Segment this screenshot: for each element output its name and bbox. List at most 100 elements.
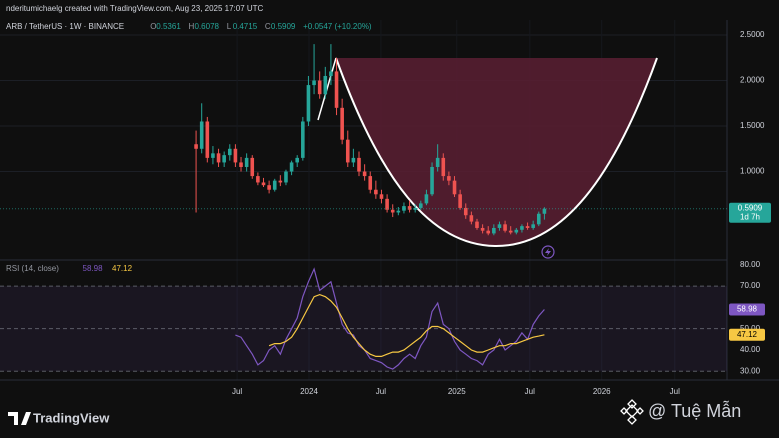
candle-body [239,162,243,167]
ohlc-label: C [265,22,271,31]
x-tick-label: 2026 [593,387,611,396]
candle-body [222,155,226,163]
candle-body [419,203,423,208]
candle-body [452,180,457,195]
ohlc-label: O [150,22,156,31]
candle-body [531,224,535,228]
candle-body [536,213,541,225]
candle-body [469,215,474,222]
last-price-tag [729,202,771,223]
candle-body [345,139,350,163]
candle-body [475,221,479,228]
y-tick-label: 40.00 [740,345,761,354]
x-tick-label: 2025 [448,387,466,396]
candle-body [250,157,255,177]
candle-body [447,176,451,181]
ohlc-value: 0.5361 [156,22,181,31]
attribution: nderitumichaelg created with TradingView… [6,4,264,13]
candle-body [525,226,530,228]
ohlc-value: 0.5909 [271,22,296,31]
candle-body [362,171,367,177]
candle-body [334,71,339,108]
candle-body [272,180,277,190]
x-tick-label: Jul [525,387,535,396]
rsi-line [235,267,545,370]
candle-body [374,189,378,195]
brand-logo [8,412,31,425]
candle-body [402,206,406,211]
candle-body [463,207,468,216]
candle-body [323,75,328,95]
candle-body [261,182,266,186]
legend-value: 47.12 [112,264,133,273]
candle-body [295,157,300,163]
rsi-title: RSI (14, close) [6,264,59,273]
candle-body [256,176,260,183]
candle-body [306,85,311,122]
candle-body [486,230,491,234]
legend-value: 58.98 [83,264,104,273]
candle-body [368,176,373,190]
candle-body [508,230,513,233]
ohlc-value: 0.6078 [195,22,220,31]
candle-body [211,153,215,158]
candle-body [435,157,440,167]
candle-body [194,144,198,149]
watermark: @ Tuệ Mẫn [648,400,741,421]
candle-body [216,153,221,163]
value-tag-label: 47.12 [737,330,758,339]
countdown: 1d 7h [740,212,760,221]
candle-body [312,80,316,86]
ohlc-label: H [189,22,195,31]
cup-curve [335,57,658,248]
x-tick-label: Jul [232,387,242,396]
candle-body [520,226,524,230]
rsi-line [268,293,545,357]
candle-body [244,157,249,167]
candle-body [289,162,294,172]
candle-body [278,180,283,183]
candle-body [233,148,238,163]
y-tick-label: 1.5000 [740,121,765,130]
candle-body [267,185,271,190]
watermark-icon [620,399,644,425]
y-tick-label: 50.00 [740,324,761,333]
candle-body [480,227,485,231]
candle-body [379,194,384,199]
last-price-label: 0.5909 [738,203,763,212]
candle-body [227,148,232,156]
symbol: ARB / TetherUS · 1W · BINANCE [6,22,124,31]
candle-body [514,229,519,233]
candle-body [205,121,210,158]
candle-body [396,210,401,213]
candle-body [357,157,361,172]
value-tag-label: 58.98 [737,305,758,314]
y-tick-label: 2.0000 [740,76,765,85]
y-tick-label: 70.00 [740,281,761,290]
candle-body [284,171,288,183]
candle-body [424,194,429,204]
ohlc-value: 0.4715 [233,22,258,31]
candle-body [329,71,333,76]
x-tick-label: Jul [376,387,386,396]
y-tick-label: 30.00 [740,366,761,375]
event-bolt [545,248,551,256]
candle-body [385,198,389,210]
candle-body [340,107,344,140]
candle-body [430,166,434,195]
value-tag [729,328,765,341]
candle-body [458,194,462,208]
candle-body [497,224,502,228]
candle-body [390,209,395,213]
candle-body [542,208,547,214]
candle-body [503,224,507,231]
x-tick-label: 2024 [300,387,318,396]
cup-fill [336,58,657,247]
change: +0.0547 (+10.20%) [303,22,372,31]
y-tick-label: 2.5000 [740,30,765,39]
brand: TradingView [33,410,110,425]
candle-body [413,207,417,210]
x-tick-label: Jul [670,387,680,396]
event-icon[interactable] [541,245,555,259]
